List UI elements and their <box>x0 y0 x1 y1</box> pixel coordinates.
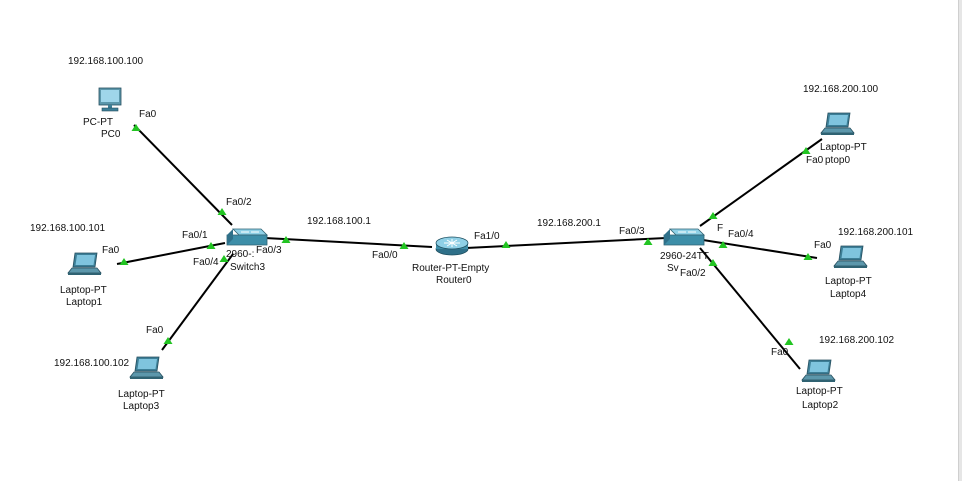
cable-switchright-laptop0[interactable] <box>699 138 823 227</box>
device-type-label: PC-PT <box>83 117 113 128</box>
router-icon <box>435 236 469 256</box>
device-type-label: 2960-: <box>226 249 254 260</box>
port-labels: Fa0 Fa0/2 Fa0 Fa0/1 Fa0/4 Fa0 Fa0/3 Fa0/… <box>102 109 832 358</box>
port-label: Fa0 <box>771 347 789 358</box>
port-label: Fa0/2 <box>680 268 706 279</box>
device-name-label: Sv <box>667 263 679 274</box>
port-label: Fa0 <box>139 109 157 120</box>
laptop-icon <box>67 252 102 276</box>
cable-laptop3-switch3[interactable] <box>161 253 234 351</box>
laptop-icon <box>833 245 868 269</box>
ip-address-label: 192.168.200.101 <box>838 227 914 238</box>
device-name-label: Router0 <box>436 275 472 286</box>
ip-address-label: 192.168.100.102 <box>54 358 130 369</box>
laptop-icon <box>129 356 164 380</box>
device-name-label: Laptop2 <box>802 400 839 411</box>
switch-icon <box>226 228 268 246</box>
port-label: Fa0/4 <box>193 257 219 268</box>
port-label: Fa0 <box>102 245 120 256</box>
laptop-icon <box>820 112 855 136</box>
device-type-label: Laptop-PT <box>825 276 872 287</box>
link-light-icon <box>501 241 511 248</box>
cables <box>116 124 823 370</box>
device-switch-right[interactable]: 2960-24TT Sv 192.168.200.1 <box>537 218 709 274</box>
switch-icon <box>663 228 705 246</box>
cable-switchright-laptop4[interactable] <box>702 239 818 259</box>
port-label: Fa0/3 <box>619 226 645 237</box>
port-label: Fa0/4 <box>728 229 754 240</box>
link-lights <box>119 124 813 345</box>
device-type-label: Laptop-PT <box>60 285 107 296</box>
link-light-icon <box>131 124 141 131</box>
device-name-label: Laptop1 <box>66 297 103 308</box>
device-name-label: PC0 <box>101 129 121 140</box>
device-laptop4[interactable]: Laptop-PT Laptop4 192.168.200.101 <box>825 227 914 300</box>
cable-laptop1-switch3[interactable] <box>116 242 226 265</box>
ip-address-label: 192.168.100.100 <box>68 56 144 67</box>
link-light-icon <box>784 338 794 345</box>
pc-icon <box>98 87 122 112</box>
vertical-scrollbar[interactable] <box>958 0 962 481</box>
port-label: Fa0 <box>806 155 824 166</box>
port-label: Fa0/0 <box>372 250 398 261</box>
device-name-label: Laptop4 <box>830 289 867 300</box>
device-laptop0[interactable]: Laptop-PT ptop0 192.168.200.100 <box>803 84 879 166</box>
device-type-label: Laptop-PT <box>820 142 867 153</box>
device-type-label: 2960-24TT <box>660 251 709 262</box>
ip-address-label: 192.168.200.1 <box>537 218 601 229</box>
cable-router0-switchright[interactable] <box>465 237 667 249</box>
device-type-label: Laptop-PT <box>796 386 843 397</box>
device-laptop2[interactable]: Laptop-PT Laptop2 192.168.200.102 <box>796 335 895 411</box>
ip-address-label: 192.168.200.100 <box>803 84 879 95</box>
ip-address-label: 192.168.100.1 <box>307 216 371 227</box>
port-label: Fa0/1 <box>182 230 208 241</box>
device-type-label: Router-PT-Empty <box>412 263 489 274</box>
port-label: F <box>717 223 723 234</box>
cable-pc0-switch3[interactable] <box>133 124 233 226</box>
port-label: Fa0/3 <box>256 245 282 256</box>
device-pc0[interactable]: PC-PT PC0 192.168.100.100 <box>68 56 144 140</box>
device-laptop1[interactable]: Laptop-PT Laptop1 192.168.100.101 <box>30 223 107 308</box>
ip-address-label: 192.168.200.102 <box>819 335 895 346</box>
device-type-label: Laptop-PT <box>118 389 165 400</box>
port-label: Fa1/0 <box>474 231 500 242</box>
device-name-label: ptop0 <box>825 155 850 166</box>
port-label: Fa0 <box>146 325 164 336</box>
device-laptop3[interactable]: Laptop-PT Laptop3 192.168.100.102 <box>54 356 165 412</box>
port-label: Fa0/2 <box>226 197 252 208</box>
device-name-label: Laptop3 <box>123 401 160 412</box>
ip-address-label: 192.168.100.101 <box>30 223 106 234</box>
laptop-icon <box>801 359 836 383</box>
device-name-label: Switch3 <box>230 262 265 273</box>
cable-switchright-laptop2[interactable] <box>699 247 801 370</box>
device-switch3[interactable]: 2960-: Switch3 192.168.100.1 <box>226 216 371 273</box>
port-label: Fa0 <box>814 240 832 251</box>
device-router0[interactable]: Router-PT-Empty Router0 <box>412 236 489 286</box>
